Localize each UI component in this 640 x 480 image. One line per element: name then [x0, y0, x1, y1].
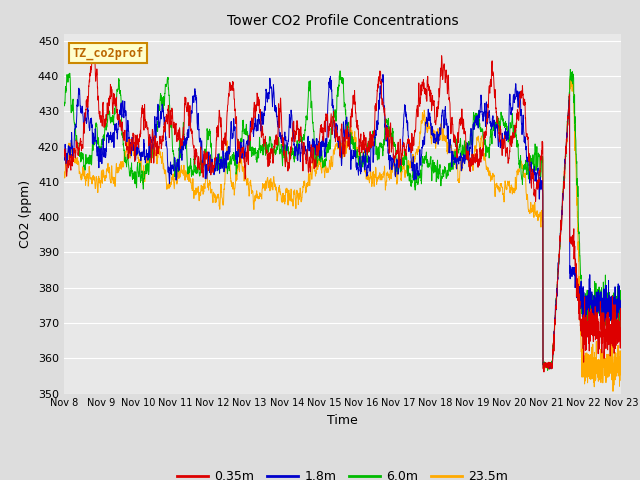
- Legend: 0.35m, 1.8m, 6.0m, 23.5m: 0.35m, 1.8m, 6.0m, 23.5m: [172, 465, 513, 480]
- Title: Tower CO2 Profile Concentrations: Tower CO2 Profile Concentrations: [227, 14, 458, 28]
- Y-axis label: CO2 (ppm): CO2 (ppm): [19, 180, 33, 248]
- Text: TZ_co2prof: TZ_co2prof: [72, 46, 143, 60]
- X-axis label: Time: Time: [327, 414, 358, 427]
